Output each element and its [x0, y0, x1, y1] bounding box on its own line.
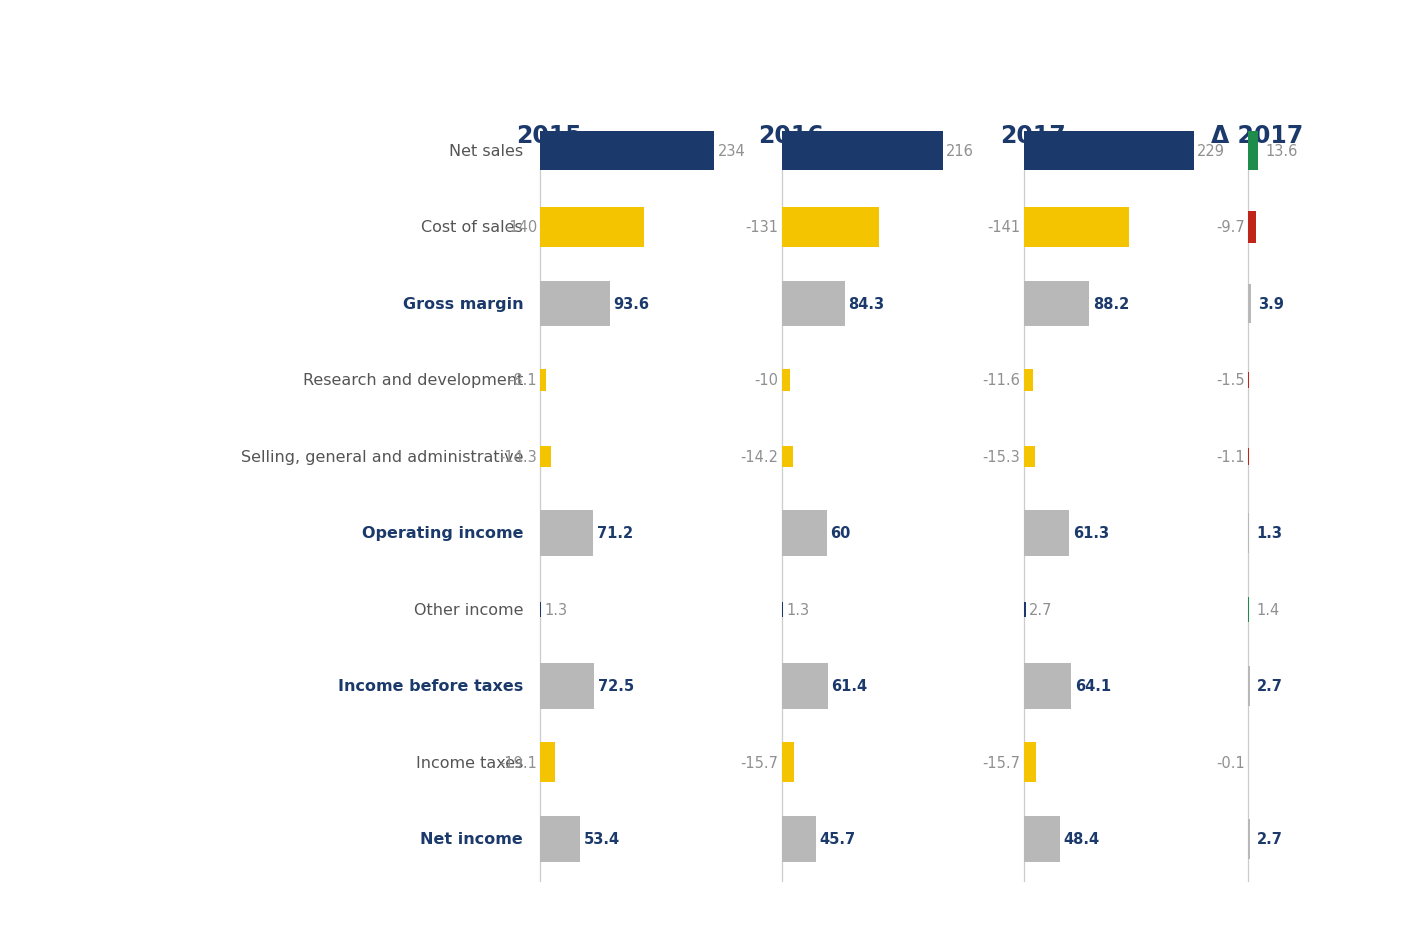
Bar — [1024, 510, 1069, 556]
Text: 61.4: 61.4 — [831, 679, 868, 694]
Text: Other income: Other income — [414, 603, 523, 617]
Text: Gross margin: Gross margin — [403, 297, 523, 311]
Text: 71.2: 71.2 — [597, 526, 633, 541]
Text: 1.3: 1.3 — [1257, 526, 1282, 541]
Text: 2.7: 2.7 — [1257, 679, 1284, 694]
Text: Cost of sales: Cost of sales — [421, 220, 523, 235]
Text: Net income: Net income — [420, 831, 523, 846]
Bar — [541, 446, 551, 467]
Text: -141: -141 — [988, 220, 1020, 235]
Text: 2015: 2015 — [516, 124, 582, 149]
Text: -140: -140 — [504, 220, 537, 235]
Text: 88.2: 88.2 — [1093, 297, 1129, 311]
Text: 1.3: 1.3 — [545, 603, 568, 617]
Text: -131: -131 — [745, 220, 779, 235]
Text: -14.2: -14.2 — [741, 449, 779, 465]
Text: Income before taxes: Income before taxes — [338, 679, 523, 694]
Bar — [782, 446, 793, 467]
Bar — [1024, 602, 1026, 617]
Bar — [1248, 131, 1258, 171]
Bar — [1248, 819, 1250, 859]
Text: Δ 2017: Δ 2017 — [1210, 124, 1303, 149]
Text: 61.3: 61.3 — [1072, 526, 1109, 541]
Bar — [1248, 285, 1251, 324]
Text: 2.7: 2.7 — [1030, 603, 1053, 617]
Bar — [782, 131, 943, 171]
Bar — [782, 369, 789, 391]
Text: -14.3: -14.3 — [499, 449, 537, 465]
Text: -19.1: -19.1 — [499, 755, 537, 770]
Bar — [541, 369, 547, 391]
Text: -9.7: -9.7 — [1216, 220, 1246, 235]
Bar — [541, 208, 644, 248]
Text: 84.3: 84.3 — [848, 297, 885, 311]
Bar — [541, 743, 555, 783]
Bar — [1024, 816, 1060, 862]
Bar — [1024, 664, 1071, 709]
Text: 93.6: 93.6 — [613, 297, 650, 311]
Text: 48.4: 48.4 — [1064, 831, 1099, 846]
Bar — [541, 281, 610, 327]
Text: Research and development: Research and development — [303, 373, 523, 388]
Bar — [1024, 208, 1129, 248]
Bar — [541, 816, 581, 862]
Bar — [782, 664, 827, 709]
Text: 60: 60 — [830, 526, 851, 541]
Text: 2017: 2017 — [999, 124, 1065, 149]
Text: -15.7: -15.7 — [982, 755, 1020, 770]
Text: -1.5: -1.5 — [1216, 373, 1246, 388]
Bar — [1248, 211, 1255, 244]
Text: 234: 234 — [717, 144, 745, 159]
Bar — [1024, 369, 1033, 391]
Bar — [782, 743, 793, 783]
Text: 64.1: 64.1 — [1075, 679, 1112, 694]
Text: Net sales: Net sales — [449, 144, 523, 159]
Bar — [541, 131, 714, 171]
Bar — [541, 664, 595, 709]
Text: -8.1: -8.1 — [509, 373, 537, 388]
Text: 53.4: 53.4 — [583, 831, 620, 846]
Bar — [782, 510, 827, 556]
Text: -10: -10 — [755, 373, 779, 388]
Bar — [541, 510, 593, 556]
Text: -15.7: -15.7 — [741, 755, 779, 770]
Text: -0.1: -0.1 — [1216, 755, 1246, 770]
Bar — [1024, 131, 1193, 171]
Bar — [1024, 743, 1036, 783]
Bar — [1024, 446, 1036, 467]
Bar — [782, 208, 879, 248]
Text: Operating income: Operating income — [362, 526, 523, 541]
Text: 72.5: 72.5 — [597, 679, 634, 694]
Text: -11.6: -11.6 — [982, 373, 1020, 388]
Bar — [1024, 281, 1089, 327]
Bar — [782, 281, 845, 327]
Text: 216: 216 — [945, 144, 974, 159]
Text: Income taxes: Income taxes — [416, 755, 523, 770]
Text: 3.9: 3.9 — [1258, 297, 1284, 311]
Text: 1.3: 1.3 — [786, 603, 810, 617]
Text: 1.4: 1.4 — [1257, 603, 1279, 617]
Text: 13.6: 13.6 — [1265, 144, 1298, 159]
Text: 2.7: 2.7 — [1257, 831, 1284, 846]
Text: -15.3: -15.3 — [982, 449, 1020, 465]
Text: Selling, general and administrative: Selling, general and administrative — [241, 449, 523, 465]
Text: 229: 229 — [1198, 144, 1226, 159]
Bar — [1248, 666, 1250, 706]
Text: 2016: 2016 — [758, 124, 824, 149]
Bar — [782, 816, 816, 862]
Text: -1.1: -1.1 — [1216, 449, 1246, 465]
Text: 45.7: 45.7 — [820, 831, 855, 846]
